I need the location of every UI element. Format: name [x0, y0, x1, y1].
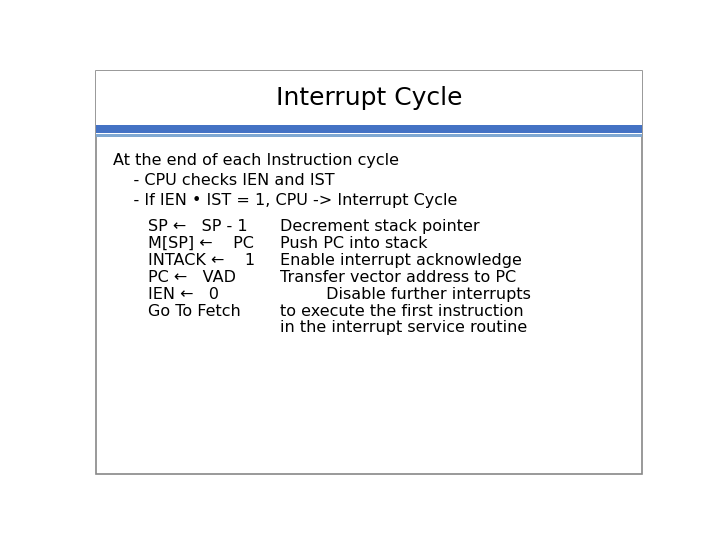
- Text: - If IEN • IST = 1, CPU -> Interrupt Cycle: - If IEN • IST = 1, CPU -> Interrupt Cyc…: [113, 193, 458, 207]
- Text: Disable further interrupts: Disable further interrupts: [280, 287, 531, 301]
- Text: Transfer vector address to PC: Transfer vector address to PC: [280, 269, 516, 285]
- Text: INTACK ←    1: INTACK ← 1: [148, 253, 256, 268]
- Text: in the interrupt service routine: in the interrupt service routine: [280, 320, 527, 335]
- Text: PC ←   VAD: PC ← VAD: [148, 269, 236, 285]
- Bar: [96, 134, 642, 137]
- Bar: [96, 125, 642, 134]
- Bar: [96, 132, 642, 134]
- Text: Push PC into stack: Push PC into stack: [280, 236, 428, 251]
- Text: - CPU checks IEN and IST: - CPU checks IEN and IST: [113, 173, 335, 187]
- Text: At the end of each Instruction cycle: At the end of each Instruction cycle: [113, 153, 400, 167]
- Text: Go To Fetch: Go To Fetch: [148, 303, 241, 319]
- Text: Decrement stack pointer: Decrement stack pointer: [280, 219, 480, 234]
- Text: to execute the first instruction: to execute the first instruction: [280, 303, 523, 319]
- Text: Enable interrupt acknowledge: Enable interrupt acknowledge: [280, 253, 522, 268]
- Bar: [96, 71, 642, 125]
- Text: Interrupt Cycle: Interrupt Cycle: [276, 86, 462, 110]
- Text: IEN ←   0: IEN ← 0: [148, 287, 219, 301]
- Text: SP ←   SP - 1: SP ← SP - 1: [148, 219, 248, 234]
- Text: M[SP] ←    PC: M[SP] ← PC: [148, 236, 254, 251]
